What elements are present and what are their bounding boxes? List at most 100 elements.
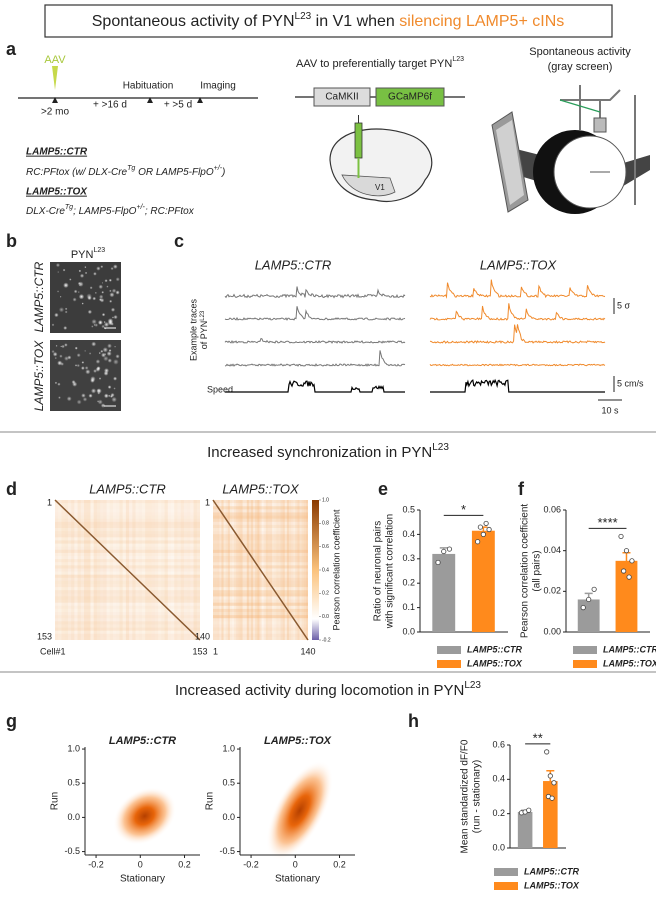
heatmap-stripe [55, 618, 200, 622]
heatmap-stripe [100, 500, 104, 640]
y-tick-label: 0.5 [67, 778, 80, 788]
cell-speckle [98, 294, 104, 299]
panel-label: h [408, 711, 419, 731]
rig-frame [560, 85, 636, 205]
x-tick-label: -0.2 [88, 859, 104, 869]
heatmap-stripe [213, 559, 308, 563]
data-point [623, 548, 630, 554]
cell-speckle [55, 344, 58, 347]
cell-speckle [84, 366, 89, 370]
heatmap-stripe [55, 624, 200, 628]
cell-speckle [85, 369, 91, 375]
cell-speckle [96, 366, 101, 371]
y-axis-label: Run [205, 792, 216, 810]
cell-speckle [74, 346, 78, 350]
cell-speckle [54, 312, 59, 318]
genotype-part: DLX-Cre [26, 206, 65, 217]
heatmap-stripe [213, 631, 308, 634]
genotype-part: RC:PFtox (w/ DLX-Cre [26, 167, 128, 178]
colorbar-tick-label: 0.2 [322, 591, 329, 597]
genotype: RC:PFtox (w/ DLX-CreTg OR LAMP5-FlpO+/-) [26, 165, 225, 178]
heatmap-stripe [84, 500, 88, 640]
ylabel-part: of PYN [199, 321, 209, 350]
genotype-sup: +/- [214, 165, 223, 172]
heatmap-stripe [229, 500, 232, 640]
objective [593, 117, 607, 133]
heatmap-stripe [213, 574, 308, 578]
axis-label: 1 [205, 497, 210, 507]
cell-speckle [94, 323, 99, 327]
timeline-label: + >16 d [93, 100, 127, 111]
heatmap-stripe [213, 543, 308, 547]
heatmap-stripe [213, 565, 308, 569]
title-sup: L23 [295, 11, 312, 22]
x-tick-label: 0.2 [178, 859, 191, 869]
axis-label: 153 [37, 631, 52, 641]
heatmap-stripe [96, 500, 101, 640]
heatmap-stripe [55, 528, 200, 532]
heatmap-stripe [55, 534, 200, 538]
y-axis-label: (run - stationary) [472, 760, 483, 833]
panel-label: a [6, 39, 17, 59]
cell-speckle [97, 399, 103, 405]
cell-speckle [64, 343, 68, 347]
data-point [480, 531, 486, 538]
timeline-label: Imaging [200, 81, 236, 92]
cell-speckle [74, 364, 78, 367]
heatmap-stripe [55, 593, 200, 597]
section-sup: L23 [464, 680, 481, 691]
cell-speckle [101, 324, 105, 329]
genotype-sup: Tg [65, 204, 73, 211]
cell-speckle [113, 376, 118, 381]
y-tick-label: 0.0 [67, 812, 80, 822]
heatmap-stripe [180, 500, 184, 640]
cell-speckle [87, 309, 93, 315]
cell-speckle [110, 307, 116, 312]
data-point [477, 524, 483, 530]
group-title: LAMP5::TOX [480, 257, 558, 272]
genotype: DLX-CreTg; LAMP5-FlpO+/-; RC:PFtox [26, 204, 195, 217]
legend-swatch [573, 660, 597, 668]
heatmap-stripe [213, 636, 308, 640]
heatmap-stripe [217, 500, 220, 640]
axis-label: 153 [192, 646, 207, 656]
cell-speckle [78, 293, 85, 300]
cell-speckle [69, 278, 72, 281]
cell-speckle [82, 397, 88, 402]
scale-label: 10 s [601, 405, 619, 415]
heatmap-stripe [225, 500, 228, 640]
heatmap-stripe [55, 584, 200, 588]
cell-speckle [103, 321, 110, 328]
heatmap-stripe [55, 518, 200, 522]
heatmap-stripe [174, 500, 178, 640]
y-tick-label: 0.2 [402, 578, 415, 588]
cell-speckle [88, 393, 93, 398]
cell-speckle [72, 297, 77, 302]
heatmap-title: LAMP5::CTR [89, 481, 166, 496]
cell-speckle [101, 290, 105, 294]
aav-label: AAV [44, 54, 66, 66]
panel-label: e [378, 479, 388, 499]
data-point [621, 568, 627, 574]
heatmap-stripe [213, 615, 308, 619]
panel-label: f [518, 479, 525, 499]
cell-speckle [93, 369, 97, 373]
cell-speckle [98, 284, 104, 290]
heatmap-stripe [213, 500, 308, 504]
heatmap-stripe [238, 500, 241, 640]
colorbar-tick-label: 0.6 [322, 544, 329, 550]
trace [429, 279, 606, 299]
cell-speckle [86, 293, 92, 300]
heatmap-stripe [248, 500, 251, 640]
genotype-part: ) [221, 167, 225, 178]
setup-title: (gray screen) [548, 61, 613, 73]
x-tick-label: -0.2 [243, 859, 259, 869]
cell-speckle [92, 296, 97, 301]
heatmap-stripe [213, 624, 308, 627]
indicator-box [375, 87, 445, 107]
y-tick-label: 0.00 [543, 626, 561, 636]
cell-speckle [99, 298, 105, 303]
cell-speckle [93, 324, 96, 326]
bar [471, 530, 495, 632]
